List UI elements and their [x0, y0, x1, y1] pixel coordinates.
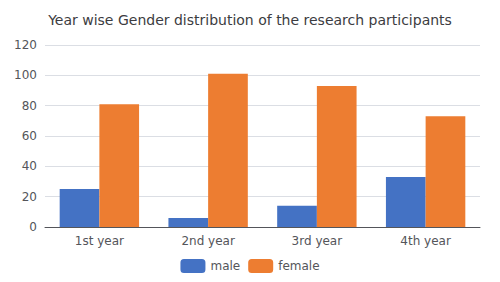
svg-text:female: female [278, 259, 319, 273]
svg-text:120: 120 [14, 38, 37, 52]
svg-text:2nd year: 2nd year [181, 234, 235, 248]
svg-text:1st year: 1st year [75, 234, 124, 248]
svg-text:80: 80 [22, 99, 37, 113]
svg-text:3rd year: 3rd year [292, 234, 343, 248]
svg-text:100: 100 [14, 68, 37, 82]
svg-text:male: male [210, 259, 240, 273]
svg-text:20: 20 [22, 190, 37, 204]
svg-text:60: 60 [22, 129, 37, 143]
svg-text:Year wise Gender distribution: Year wise Gender distribution of the res… [47, 12, 452, 28]
svg-text:0: 0 [29, 220, 37, 234]
svg-text:4th year: 4th year [400, 234, 451, 248]
svg-text:40: 40 [22, 159, 37, 173]
